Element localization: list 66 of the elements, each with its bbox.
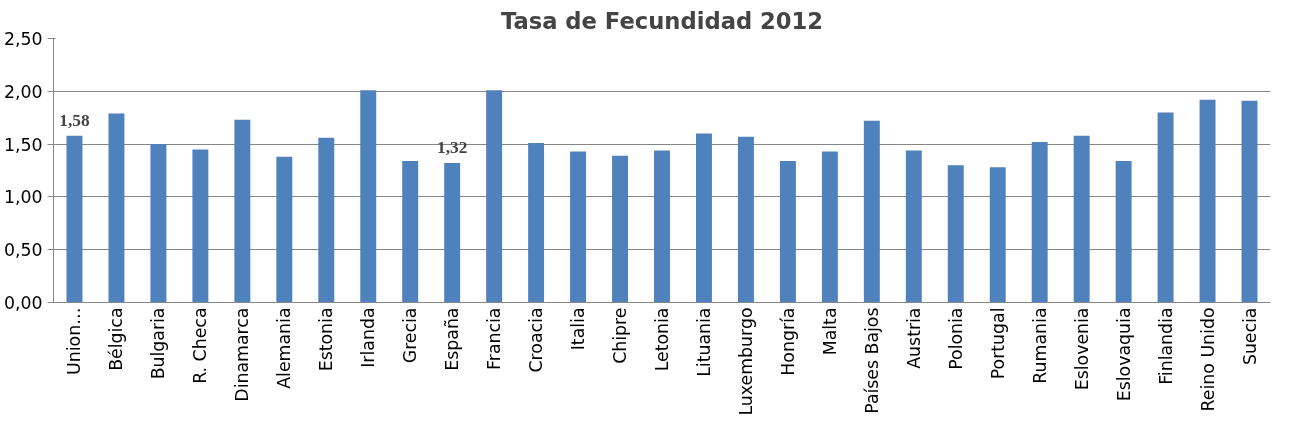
x-tick-label: Irlanda [358,307,379,368]
bar [1031,141,1048,303]
bar [1157,112,1174,303]
y-tick-label: 0,00 [3,293,43,313]
x-tick-label: Grecia [400,307,421,364]
bar [612,155,629,303]
x-tick-label: Dinamarca [232,307,253,402]
chart-title: Tasa de Fecundidad 2012 [500,7,824,34]
bar [695,133,712,303]
y-tick-label: 0,50 [3,240,43,261]
bar [947,165,964,303]
x-tick-label: Países Bajos [861,307,882,414]
y-tick-label: 1,50 [3,134,43,155]
x-tick-label: Suecia [1239,307,1260,366]
bar [654,150,670,303]
y-tick-label: 2,00 [3,81,43,102]
bar [486,90,503,303]
bar [737,136,754,303]
x-tick-label: Hongría [777,307,798,376]
x-tick-label: R. Checa [190,307,211,384]
y-tick-label: 1,00 [3,187,43,208]
x-tick-label: Reino Unido [1197,307,1218,412]
x-tick-label: Chipre [610,307,631,364]
x-tick-label: Bulgaria [148,307,169,380]
x-tick-label: Letonia [652,307,672,372]
bar [234,119,251,303]
bar [779,161,796,303]
x-tick-label: Union… [64,307,85,375]
bar [905,150,922,303]
x-tick-label: Eslovaquia [1113,307,1134,402]
x-tick-label: Polonia [945,307,966,370]
x-tick-label: Italia [568,307,589,351]
bar [570,151,587,303]
x-tick-label: Estonia [316,307,337,372]
x-tick-label: Rumania [1029,307,1050,384]
bar [1115,161,1132,303]
bar [108,113,125,303]
bar [66,135,83,303]
x-tick-label: Lituania [693,307,714,377]
x-tick-label: Alemania [274,307,295,389]
x-tick-label: Portugal [987,307,1008,380]
bar [444,163,461,303]
bar [1241,100,1258,303]
bar [318,137,335,303]
x-tick-label: Luxemburgo [735,307,756,416]
bar [402,161,419,303]
bar [360,90,377,303]
data-label: 1,58 [59,110,90,130]
x-tick-label: Eslovenia [1071,307,1092,391]
x-tick-label: Finlandia [1155,307,1176,385]
bar [150,144,167,303]
x-tick-label: Bélgica [106,307,127,371]
x-tick-label: Croacia [526,307,547,373]
x-tick-label: España [442,307,463,371]
bar [1073,135,1090,303]
bar [863,120,880,303]
bar [1199,99,1216,303]
x-tick-label: Austria [903,307,924,369]
bar [276,156,293,303]
bar [989,167,1006,303]
bar [528,143,545,303]
bar [192,149,209,303]
x-tick-label: Malta [819,307,840,356]
bar [821,151,838,303]
y-tick-label: 2,50 [3,29,43,49]
x-tick-label: Francia [484,307,505,370]
